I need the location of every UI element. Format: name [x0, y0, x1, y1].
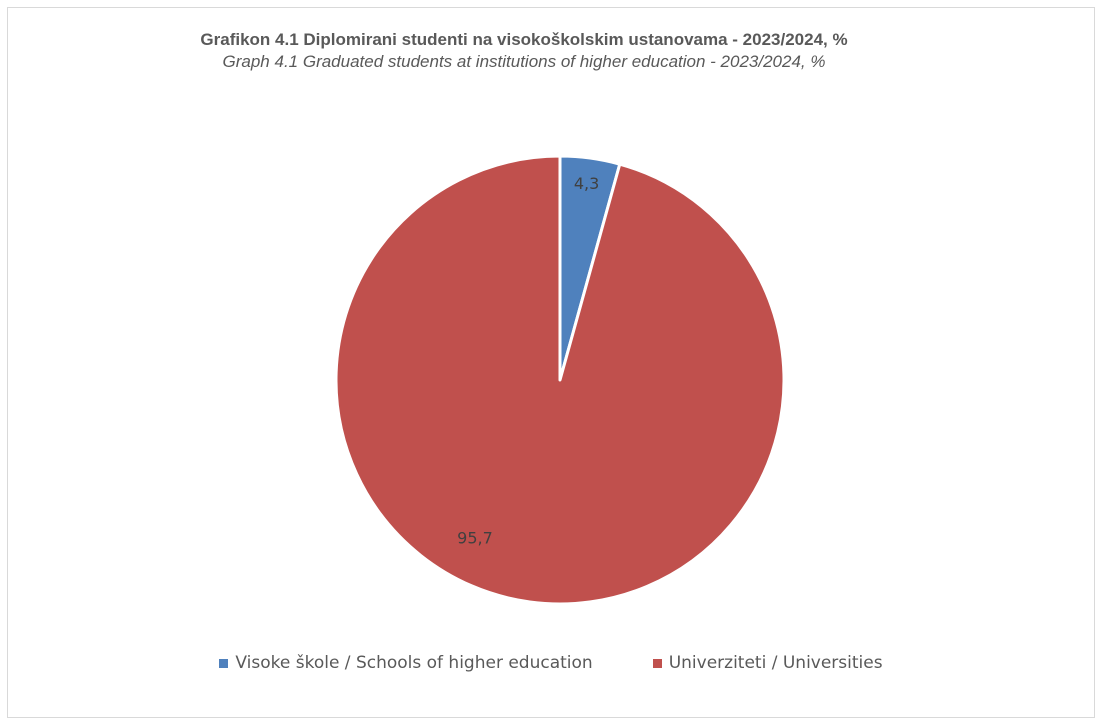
legend-item-universities: Univerziteti / Universities — [652, 653, 883, 673]
pie-slice-universities — [334, 154, 786, 606]
data-label-universities: 95,7 — [457, 529, 493, 548]
pie-slices — [334, 154, 786, 606]
chart-subtitle: Graph 4.1 Graduated students at institut… — [222, 52, 826, 71]
pie-data-labels: 4,3 95,7 — [457, 174, 599, 547]
legend: Visoke škole / Schools of higher educati… — [0, 653, 1102, 673]
legend-item-schools: Visoke škole / Schools of higher educati… — [219, 653, 593, 673]
legend-label-universities: Univerziteti / Universities — [668, 653, 883, 673]
legend-swatch-schools — [219, 658, 229, 668]
data-label-schools: 4,3 — [574, 174, 599, 193]
chart-title: Grafikon 4.1 Diplomirani studenti na vis… — [200, 30, 848, 49]
legend-swatch-universities — [652, 658, 662, 668]
legend-label-schools: Visoke škole / Schools of higher educati… — [235, 653, 593, 673]
